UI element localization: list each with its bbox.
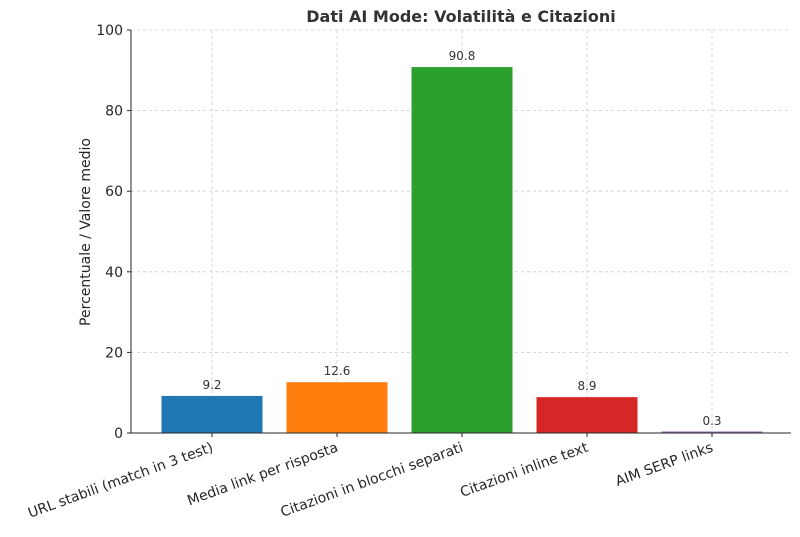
y-tick-label: 20	[105, 345, 123, 361]
x-tick-label: AIM SERP links	[613, 440, 715, 490]
y-tick-label: 0	[114, 426, 123, 442]
bar-value-labels: 9.2 12.6 90.8 8.9 0.3	[202, 49, 721, 428]
y-tick-labels: 0 20 40 60 80 100	[96, 23, 131, 442]
bar-value-label: 8.9	[577, 379, 596, 393]
bar	[411, 67, 513, 434]
bar	[161, 395, 263, 433]
bar-value-label: 90.8	[449, 49, 476, 63]
x-tick-label: URL stabili (match in 3 test)	[26, 440, 215, 522]
bar-value-label: 12.6	[324, 364, 351, 378]
y-tick-label: 60	[105, 184, 123, 200]
bars	[161, 67, 763, 434]
bar-value-label: 0.3	[702, 414, 721, 428]
bar	[286, 382, 388, 433]
bar-value-label: 9.2	[202, 378, 221, 392]
y-axis-label: Percentuale / Valore medio	[78, 138, 94, 326]
y-tick-label: 100	[96, 23, 123, 39]
chart-title: Dati AI Mode: Volatilità e Citazioni	[306, 7, 616, 26]
x-tick-label: Citazioni inline text	[458, 440, 591, 501]
axes	[130, 30, 791, 434]
y-tick-label: 80	[105, 104, 123, 120]
y-tick-label: 40	[105, 265, 123, 281]
bar	[536, 397, 638, 433]
bar	[661, 431, 763, 433]
x-tick-labels: URL stabili (match in 3 test)Media link …	[26, 433, 715, 522]
